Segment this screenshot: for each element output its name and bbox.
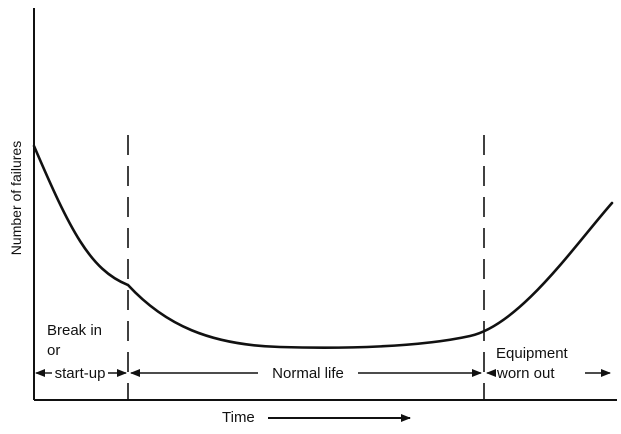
normal-life-label: Normal life xyxy=(272,365,344,382)
break-in-label-line3: start-up xyxy=(55,365,106,382)
break-in-label-line1: Break in xyxy=(47,322,102,339)
worn-out-label-line2: worn out xyxy=(496,365,555,382)
break-in-label-line2: or xyxy=(47,342,60,359)
x-axis-label: Time xyxy=(222,409,255,426)
worn-out-label-line1: Equipment xyxy=(496,345,569,362)
failure-rate-curve xyxy=(32,144,614,349)
y-axis-label: Number of failures xyxy=(8,141,24,255)
